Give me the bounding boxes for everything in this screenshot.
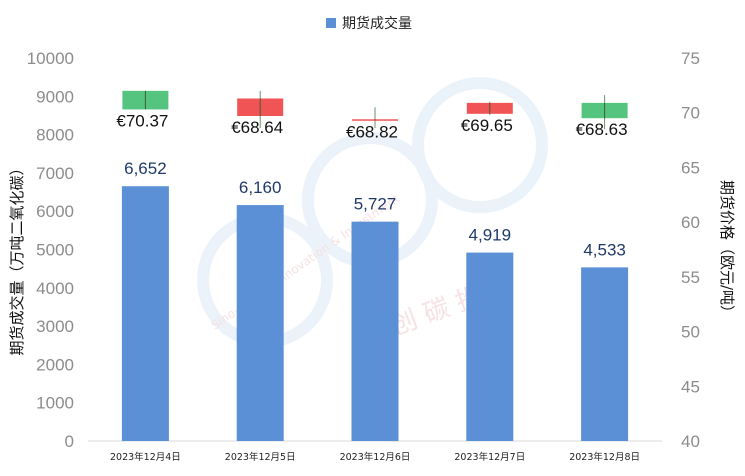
y-right-tick-label: 70 xyxy=(681,104,700,123)
y-left-ticks: 0 1000 2000 3000 4000 5000 6000 7000 8000 9000 100… xyxy=(27,49,74,451)
bar-data-label: 5,727 xyxy=(354,195,397,214)
bar xyxy=(351,221,399,441)
legend: 期货成交量 xyxy=(326,15,412,32)
price-data-label: €68.63 xyxy=(576,120,628,139)
price-data-label: €68.82 xyxy=(346,122,398,141)
bars xyxy=(121,186,629,441)
y-right-tick-label: 75 xyxy=(681,49,700,68)
x-tick-label: 2023年12月5日 xyxy=(225,451,296,463)
bar-data-label: 4,533 xyxy=(583,240,626,259)
y-right-tick-label: 65 xyxy=(681,158,700,177)
legend-label: 期货成交量 xyxy=(342,15,412,32)
price-labels: €70.37 €68.64 €68.82 €69.65 €68.63 xyxy=(116,111,627,141)
bar-labels: 6,652 6,160 5,727 4,919 4,533 xyxy=(124,159,626,259)
y-left-tick-label: 0 xyxy=(65,432,74,451)
y-left-tick-label: 10000 xyxy=(27,49,74,68)
y-right-tick-label: 40 xyxy=(681,432,700,451)
x-ticks: 2023年12月4日 2023年12月5日 2023年12月6日 2023年12月7日… xyxy=(110,451,640,463)
y-right-tick-label: 55 xyxy=(681,268,700,287)
bar-data-label: 6,652 xyxy=(124,159,167,178)
y-right-tick-label: 60 xyxy=(681,213,700,232)
legend-swatch xyxy=(326,18,336,28)
x-tick-label: 2023年12月6日 xyxy=(340,451,411,463)
bar-data-label: 4,919 xyxy=(469,226,512,245)
y-left-tick-label: 8000 xyxy=(36,126,74,145)
y-left-axis-title: 期货成交量（万吨二氧化碳） xyxy=(8,160,26,355)
bar xyxy=(121,186,169,441)
bar xyxy=(236,205,284,441)
y-right-tick-label: 45 xyxy=(681,377,700,396)
y-left-tick-label: 3000 xyxy=(36,317,74,336)
bar-data-label: 6,160 xyxy=(239,178,282,197)
price-candles xyxy=(122,90,628,130)
bar xyxy=(581,267,629,441)
x-tick-label: 2023年12月4日 xyxy=(110,451,181,463)
bar xyxy=(466,252,514,441)
y-right-tick-label: 50 xyxy=(681,323,700,342)
x-tick-label: 2023年12月7日 xyxy=(454,451,525,463)
y-right-ticks: 40 45 50 55 60 65 70 75 xyxy=(681,49,700,451)
price-data-label: €70.37 xyxy=(116,111,168,130)
x-tick-label: 2023年12月8日 xyxy=(569,451,640,463)
price-data-label: €68.64 xyxy=(231,118,283,137)
y-left-tick-label: 5000 xyxy=(36,241,74,260)
y-left-tick-label: 9000 xyxy=(36,87,74,106)
y-left-tick-label: 1000 xyxy=(36,394,74,413)
y-left-tick-label: 4000 xyxy=(36,279,74,298)
y-right-axis-title: 期货价格（欧元/吨） xyxy=(718,180,736,320)
price-data-label: €69.65 xyxy=(461,116,513,135)
y-left-tick-label: 7000 xyxy=(36,164,74,183)
y-left-tick-label: 2000 xyxy=(36,355,74,374)
y-left-tick-label: 6000 xyxy=(36,202,74,221)
